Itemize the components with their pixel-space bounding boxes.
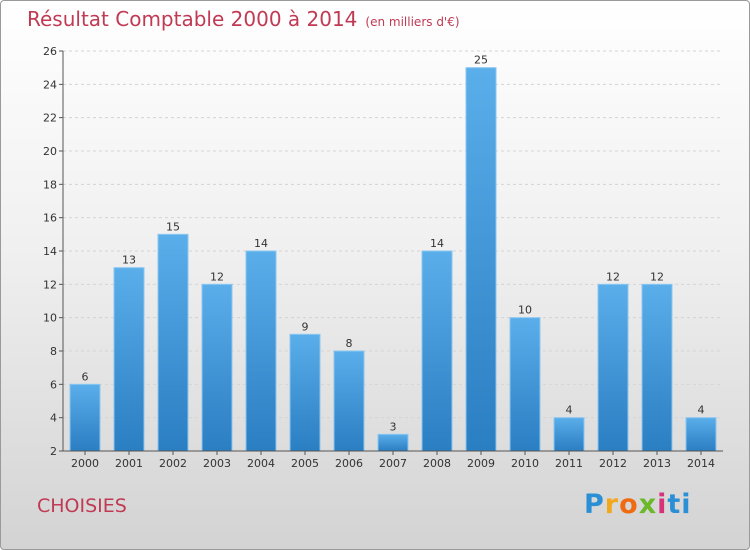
logo-letter: ti	[667, 489, 692, 520]
bar	[157, 233, 189, 452]
y-tick-label: 18	[43, 178, 57, 191]
y-tick-label: 8	[50, 345, 57, 358]
bar-value-label: 12	[606, 270, 620, 283]
bar-value-label: 9	[302, 320, 309, 333]
bar-value-label: 12	[210, 270, 224, 283]
chart-subtitle: (en milliers d'€)	[365, 15, 460, 29]
x-tick-label: 2000	[71, 457, 99, 470]
x-tick-label: 2006	[335, 457, 363, 470]
x-tick-label: 2014	[687, 457, 715, 470]
bar	[641, 283, 673, 452]
chart-title-text: Résultat Comptable 2000 à 2014	[27, 7, 358, 31]
bar-value-label: 15	[166, 220, 180, 233]
bar	[289, 333, 321, 452]
bar-value-label: 4	[566, 404, 573, 417]
x-tick-label: 2007	[379, 457, 407, 470]
bar-value-label: 8	[346, 337, 353, 350]
logo-letter: o	[619, 489, 639, 520]
x-tick-label: 2003	[203, 457, 231, 470]
x-tick-label: 2008	[423, 457, 451, 470]
logo-letter: i	[657, 489, 668, 520]
bar-value-label: 3	[390, 420, 397, 433]
bar	[245, 250, 277, 452]
bar	[201, 283, 233, 452]
bar-value-label: 4	[698, 404, 705, 417]
city-name: CHOISIES	[37, 495, 127, 517]
x-tick-label: 2001	[115, 457, 143, 470]
y-tick-label: 10	[43, 312, 57, 325]
y-tick-label: 4	[50, 412, 57, 425]
bar	[597, 283, 629, 452]
y-tick-label: 2	[50, 445, 57, 458]
bar	[553, 417, 585, 452]
x-tick-label: 2010	[511, 457, 539, 470]
chart-title: Résultat Comptable 2000 à 2014 (en millie…	[27, 7, 460, 31]
bar-value-label: 10	[518, 304, 532, 317]
bar-value-label: 25	[474, 54, 488, 67]
bar	[421, 250, 453, 452]
logo-letter: r	[604, 489, 620, 520]
y-tick-label: 14	[43, 245, 57, 258]
x-tick-label: 2012	[599, 457, 627, 470]
bar	[685, 417, 717, 452]
x-tick-label: 2004	[247, 457, 275, 470]
bar-layer: 6 13 15 12 14 9 8 3 14 25 10 4 12 12 4	[69, 54, 717, 452]
x-tick-label: 2011	[555, 457, 583, 470]
bar	[509, 317, 541, 452]
x-tick-label: 2009	[467, 457, 495, 470]
bar-value-label: 14	[254, 237, 268, 250]
x-tick-label: 2002	[159, 457, 187, 470]
y-tick-label: 22	[43, 112, 57, 125]
proxiti-logo: Proxiti	[584, 489, 692, 520]
bar	[333, 350, 365, 452]
x-tick-label: 2005	[291, 457, 319, 470]
bar-value-label: 14	[430, 237, 444, 250]
logo-letter: P	[584, 489, 605, 520]
bar-value-label: 13	[122, 254, 136, 267]
bar-value-label: 6	[82, 370, 89, 383]
y-tick-label: 24	[43, 78, 57, 91]
y-tick-label: 16	[43, 212, 57, 225]
logo-letter: x	[638, 489, 658, 520]
y-tick-label: 26	[43, 45, 57, 58]
bar	[69, 383, 101, 452]
bar	[377, 433, 409, 452]
x-tick-label: 2013	[643, 457, 671, 470]
bar	[113, 267, 145, 452]
y-tick-label: 6	[50, 378, 57, 391]
y-tick-label: 20	[43, 145, 57, 158]
bar	[465, 67, 497, 452]
bar-value-label: 12	[650, 270, 664, 283]
y-tick-label: 12	[43, 278, 57, 291]
